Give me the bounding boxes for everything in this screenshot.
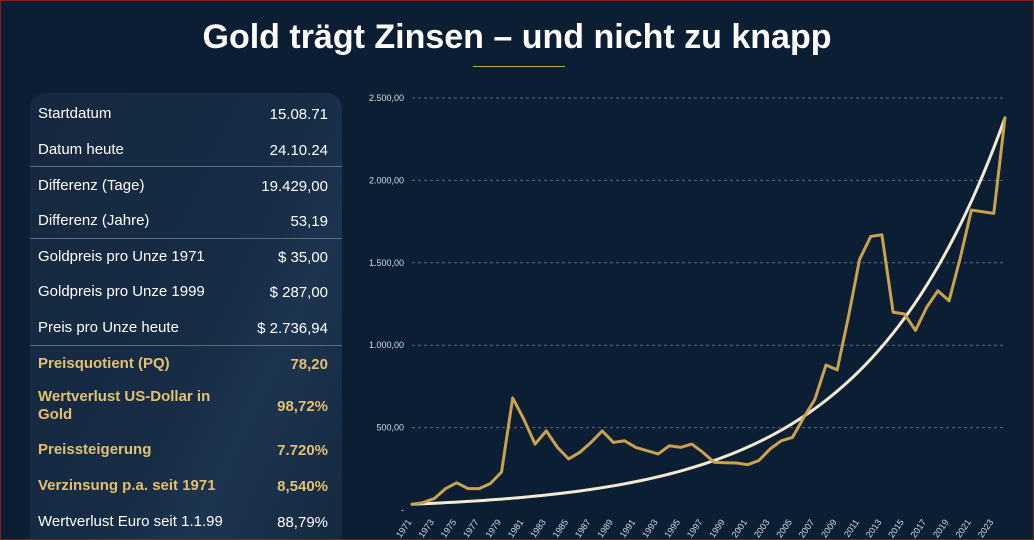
stats-label: Preissteigerung [38,441,152,458]
stats-label: Goldpreis pro Unze 1971 [38,248,205,265]
y-tick-label: 1.500,00 [369,258,404,268]
interest-curve-line [410,116,1007,506]
stats-row-wertverlust-usd: Wertverlust US-Dollar in Gold 98,72% [38,387,328,425]
stats-value: 98,72% [277,397,328,415]
x-tick-label: 1993 [640,517,660,539]
stats-row-datum-heute: Datum heute 24.10.24 [38,139,328,161]
stats-label: Differenz (Tage) [38,177,145,194]
stats-label: Goldpreis pro Unze 1999 [38,283,205,300]
x-tick-label: 1975 [439,517,459,539]
stats-value: 78,20 [290,355,328,373]
x-tick-label: 2011 [842,517,861,539]
x-tick-label: 1995 [662,517,682,539]
x-tick-label: 2021 [953,517,973,539]
stats-separator [30,345,342,346]
x-tick-label: 1979 [483,517,503,539]
y-tick-label: 2.000,00 [369,175,404,185]
x-tick-label: 2015 [886,517,906,539]
x-tick-label: 2003 [752,517,772,539]
stats-row-wertverlust-euro: Wertverlust Euro seit 1.1.99 88,79% [38,511,328,533]
stats-label: Preis pro Unze heute [38,319,179,336]
stats-value: $ 2.736,94 [257,319,328,337]
x-tick-label: 1991 [618,517,638,539]
stats-panel: Startdatum 15.08.71 Datum heute 24.10.24… [30,93,342,540]
x-tick-label: 1987 [573,517,593,539]
stats-row-goldpreis-1971: Goldpreis pro Unze 1971 $ 35,00 [38,246,328,268]
stats-label: Verzinsung p.a. seit 1971 [38,477,216,494]
stats-row-preissteigerung: Preissteigerung 7.720% [38,439,328,461]
stats-value: 7.720% [277,441,328,459]
x-tick-label: 2001 [730,517,750,539]
y-tick-label: 1.000,00 [369,340,404,350]
y-tick-label: 500,00 [376,423,404,433]
x-tick-label: 2013 [864,517,884,539]
stats-row-verzinsung: Verzinsung p.a. seit 1971 8,540% [38,475,328,497]
x-tick-label: 1971 [394,517,414,539]
stats-row-differenz-jahre: Differenz (Jahre) 53,19 [38,210,328,232]
title-underline [473,66,565,67]
x-tick-label: 2007 [797,517,817,539]
x-tick-label: 2005 [774,517,794,539]
stats-value: $ 287,00 [269,283,328,301]
stats-separator [30,166,342,167]
x-tick-label: 2017 [909,517,929,539]
stats-label: Differenz (Jahre) [38,212,150,229]
stats-value: 53,19 [290,212,328,230]
page-title: Gold trägt Zinsen – und nicht zu knapp [202,18,832,56]
x-tick-label: 2009 [819,517,839,539]
x-tick-label: 1973 [416,517,436,539]
x-tick-label: 1985 [551,517,571,539]
stats-value: 88,79% [277,513,328,531]
stats-row-preis-heute: Preis pro Unze heute $ 2.736,94 [38,317,328,339]
stats-label: Preisquotient (PQ) [38,355,170,372]
x-tick-label: 1983 [528,517,548,539]
stats-separator [30,238,342,239]
stats-label: Wertverlust Euro seit 1.1.99 [38,513,223,530]
stats-label: Wertverlust US-Dollar in Gold [38,388,211,423]
stats-value: 8,540% [277,477,328,495]
y-tick-label: 2.500,00 [369,93,404,103]
gold-price-line [410,116,1007,506]
x-tick-label: 2019 [931,517,951,539]
stats-label: Datum heute [38,141,124,158]
stats-label: Startdatum [38,105,112,122]
x-tick-label: 1977 [461,517,481,539]
stats-value: 24.10.24 [269,141,328,159]
stats-row-preisquotient: Preisquotient (PQ) 78,20 [38,353,328,375]
x-tick-label: 1997 [685,517,705,539]
x-tick-label: 1999 [707,517,727,539]
stats-value: 19.429,00 [261,177,328,195]
stats-value: 15.08.71 [269,105,328,123]
stats-row-goldpreis-1999: Goldpreis pro Unze 1999 $ 287,00 [38,281,328,303]
x-tick-label: 2023 [976,517,996,539]
y-tick-label: - [401,505,404,515]
stats-row-startdatum: Startdatum 15.08.71 [38,103,328,125]
stats-value: $ 35,00 [277,248,328,266]
gold-price-chart: - 500,00 1.000,00 1.500,00 2.000,00 2.500,00 1… [369,93,1007,540]
x-tick-label: 1981 [506,517,526,539]
stats-row-differenz-tage: Differenz (Tage) 19.429,00 [38,175,328,197]
x-tick-label: 1989 [595,517,615,539]
